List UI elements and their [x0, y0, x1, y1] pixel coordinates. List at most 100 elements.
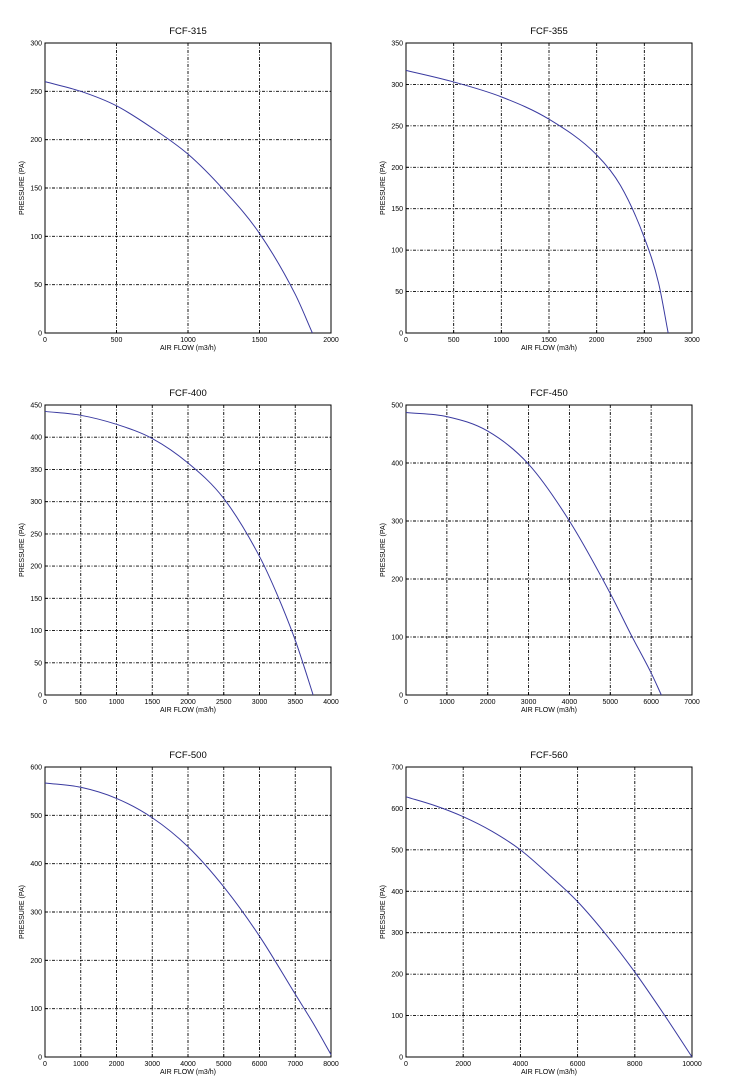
- x-axis-label: AIR FLOW (m3/h): [521, 707, 577, 714]
- plot-frame: [405, 404, 693, 696]
- x-tick-label: 3500: [287, 699, 303, 706]
- x-tick-label: 500: [75, 699, 87, 706]
- y-tick-label: 250: [30, 531, 42, 538]
- chart-fcf-560: FCF-560 0 2000 4000 6000 8000 10000 0 100 200 300 4…: [380, 750, 702, 1076]
- y-tick-label: 300: [391, 519, 403, 526]
- x-tick-label: 500: [111, 337, 123, 344]
- y-tick-label: 200: [391, 577, 403, 584]
- x-tick-label: 1500: [144, 699, 160, 706]
- y-tick-label: 200: [30, 958, 42, 965]
- x-tick-label: 4000: [513, 1061, 529, 1068]
- x-tick-label: 0: [404, 699, 408, 706]
- y-tick-label: 0: [38, 693, 42, 700]
- y-tick-label: 300: [30, 910, 42, 917]
- x-tick-label: 1500: [252, 337, 268, 344]
- chart-title: FCF-400: [169, 388, 206, 399]
- y-tick-label: 100: [30, 234, 42, 241]
- x-tick-label: 500: [448, 337, 460, 344]
- x-tick-label: 10000: [682, 1061, 702, 1068]
- y-tick-label: 500: [391, 847, 403, 854]
- y-tick-label: 350: [30, 467, 42, 474]
- x-tick-label: 2000: [323, 337, 339, 344]
- chart-title: FCF-500: [169, 750, 206, 761]
- x-tick-label: 2500: [637, 337, 653, 344]
- x-tick-label: 0: [43, 1061, 47, 1068]
- x-tick-label: 2000: [109, 1061, 125, 1068]
- pressure-curve: [405, 796, 693, 1058]
- y-tick-label: 400: [30, 435, 42, 442]
- y-tick-label: 300: [30, 41, 42, 48]
- x-axis-label: AIR FLOW (m3/h): [521, 1069, 577, 1076]
- x-tick-label: 8000: [323, 1061, 339, 1068]
- y-axis-label: PRESSURE (PA): [19, 161, 26, 215]
- y-tick-label: 150: [391, 206, 403, 213]
- y-tick-label: 400: [391, 461, 403, 468]
- pressure-curve: [405, 412, 662, 696]
- y-tick-label: 200: [30, 137, 42, 144]
- y-tick-label: 100: [391, 1013, 403, 1020]
- x-tick-label: 3000: [144, 1061, 160, 1068]
- chart-title: FCF-560: [530, 750, 567, 761]
- y-tick-label: 600: [30, 765, 42, 772]
- x-tick-label: 3000: [252, 699, 268, 706]
- x-tick-label: 6000: [643, 699, 659, 706]
- x-tick-label: 6000: [252, 1061, 268, 1068]
- x-axis-label: AIR FLOW (m3/h): [521, 345, 577, 352]
- y-tick-label: 300: [30, 499, 42, 506]
- y-axis-label: PRESSURE (PA): [19, 885, 26, 939]
- y-tick-label: 0: [38, 1055, 42, 1062]
- y-tick-label: 50: [34, 282, 42, 289]
- pressure-curve: [44, 410, 314, 696]
- y-tick-label: 350: [391, 41, 403, 48]
- y-axis-label: PRESSURE (PA): [380, 161, 387, 215]
- y-tick-label: 500: [391, 403, 403, 410]
- chart-title: FCF-355: [530, 26, 567, 37]
- y-tick-label: 0: [399, 1055, 403, 1062]
- y-tick-label: 200: [391, 972, 403, 979]
- y-tick-label: 200: [30, 564, 42, 571]
- y-tick-label: 500: [30, 813, 42, 820]
- y-tick-label: 100: [30, 628, 42, 635]
- y-tick-label: 250: [30, 89, 42, 96]
- y-tick-label: 50: [395, 289, 403, 296]
- y-tick-label: 0: [399, 693, 403, 700]
- y-tick-label: 450: [30, 403, 42, 410]
- y-tick-label: 150: [30, 186, 42, 193]
- x-tick-label: 1000: [439, 699, 455, 706]
- y-tick-label: 0: [38, 331, 42, 338]
- y-tick-label: 50: [34, 660, 42, 667]
- pressure-curve: [405, 69, 669, 334]
- chart-title: FCF-450: [530, 388, 567, 399]
- x-tick-label: 8000: [627, 1061, 643, 1068]
- chart-fcf-400: FCF-400 0 500 1000 1500 2000 2500 3000 3500 4000 0…: [19, 388, 339, 714]
- chart-title: FCF-315: [169, 26, 206, 37]
- y-tick-label: 400: [30, 861, 42, 868]
- x-tick-label: 1000: [73, 1061, 89, 1068]
- x-tick-label: 0: [43, 337, 47, 344]
- x-axis-label: AIR FLOW (m3/h): [160, 345, 216, 352]
- y-tick-label: 600: [391, 806, 403, 813]
- y-tick-label: 150: [30, 596, 42, 603]
- x-tick-label: 3000: [684, 337, 700, 344]
- y-axis-label: PRESSURE (PA): [380, 523, 387, 577]
- x-tick-label: 5000: [602, 699, 618, 706]
- x-tick-label: 3000: [521, 699, 537, 706]
- y-tick-label: 700: [391, 765, 403, 772]
- y-tick-label: 100: [391, 635, 403, 642]
- x-tick-label: 4000: [562, 699, 578, 706]
- plot-frame: [405, 766, 693, 1058]
- x-tick-label: 1500: [541, 337, 557, 344]
- x-tick-label: 0: [43, 699, 47, 706]
- y-tick-label: 300: [391, 930, 403, 937]
- chart-fcf-450: FCF-450 0 1000 2000 3000 4000 5000 6000 7000 0 100…: [380, 388, 700, 714]
- chart-fcf-355: FCF-355 0 500 1000 1500 2000 2500 3000 0 50 100 150…: [380, 26, 700, 352]
- y-axis-label: PRESSURE (PA): [380, 885, 387, 939]
- y-tick-label: 250: [391, 123, 403, 130]
- x-tick-label: 6000: [570, 1061, 586, 1068]
- y-tick-label: 100: [30, 1006, 42, 1013]
- x-tick-label: 0: [404, 337, 408, 344]
- x-tick-label: 7000: [287, 1061, 303, 1068]
- y-tick-label: 300: [391, 82, 403, 89]
- y-tick-label: 200: [391, 165, 403, 172]
